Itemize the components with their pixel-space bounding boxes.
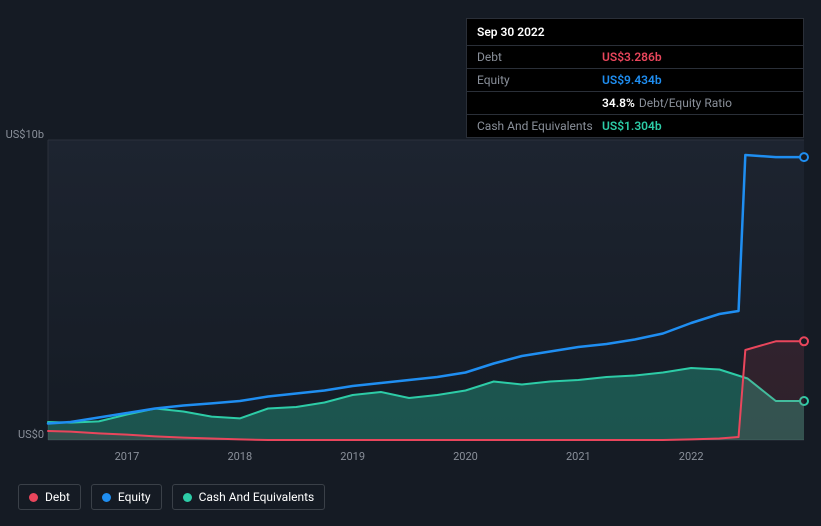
series-endpoint-marker (800, 153, 808, 161)
tooltip-row-label (477, 96, 602, 110)
x-axis-label: 2020 (453, 450, 478, 463)
legend-item[interactable]: Cash And Equivalents (172, 484, 326, 510)
tooltip-row-label: Equity (477, 73, 602, 87)
tooltip-row-label: Cash And Equivalents (477, 119, 602, 133)
tooltip-row: EquityUS$9.434b (467, 69, 803, 92)
legend: Debt Equity Cash And Equivalents (18, 484, 325, 510)
legend-item[interactable]: Debt (18, 484, 81, 510)
legend-label: Cash And Equivalents (199, 490, 315, 504)
tooltip-row-value: US$9.434b (602, 73, 662, 87)
tooltip-row-value: US$1.304b (602, 119, 662, 133)
x-axis-label: 2018 (227, 450, 252, 463)
chart-tooltip: Sep 30 2022DebtUS$3.286bEquityUS$9.434b3… (466, 18, 804, 138)
legend-item[interactable]: Equity (91, 484, 162, 510)
tooltip-row: DebtUS$3.286b (467, 46, 803, 69)
x-axis-label: 2022 (679, 450, 704, 463)
tooltip-title: Sep 30 2022 (467, 19, 803, 46)
legend-label: Equity (118, 490, 151, 504)
tooltip-row: Cash And EquivalentsUS$1.304b (467, 115, 803, 137)
legend-swatch-icon (29, 493, 38, 502)
y-axis-label: US$10b (0, 128, 44, 141)
tooltip-row-value: US$3.286b (602, 50, 662, 64)
legend-swatch-icon (183, 493, 192, 502)
tooltip-row-value: 34.8%Debt/Equity Ratio (602, 96, 732, 110)
series-endpoint-marker (800, 337, 808, 345)
y-axis-label: US$0 (0, 428, 44, 441)
tooltip-row-ratio: 34.8%Debt/Equity Ratio (467, 92, 803, 115)
legend-swatch-icon (102, 493, 111, 502)
tooltip-row-label: Debt (477, 50, 602, 64)
x-axis-label: 2019 (340, 450, 365, 463)
x-axis-label: 2021 (566, 450, 591, 463)
x-axis-label: 2017 (115, 450, 140, 463)
legend-label: Debt (45, 490, 70, 504)
